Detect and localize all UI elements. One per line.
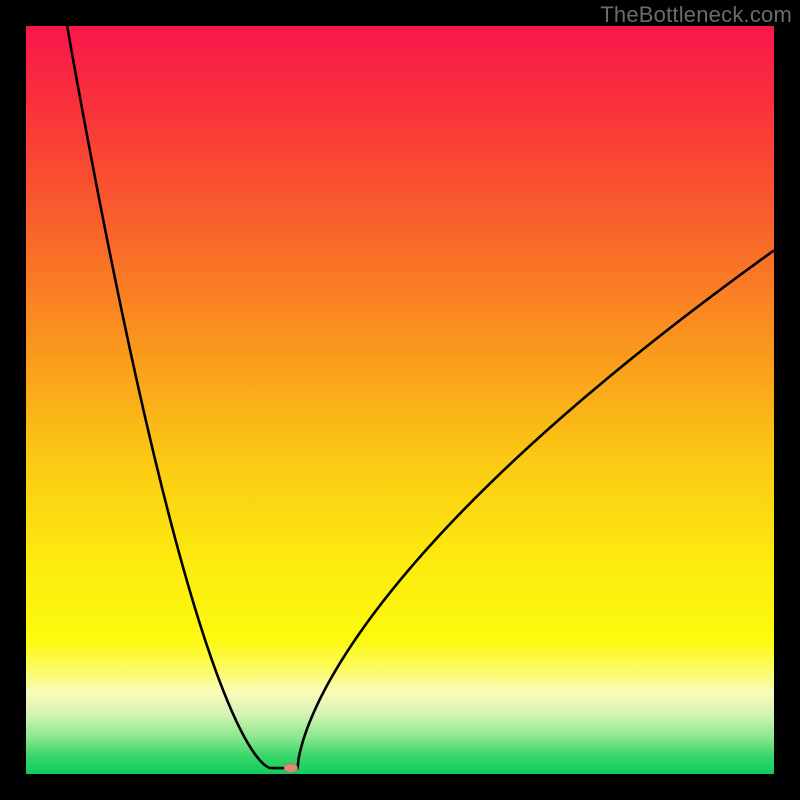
watermark-text: TheBottleneck.com (600, 2, 792, 28)
optimal-point-marker (284, 764, 297, 773)
bottleneck-chart (0, 0, 800, 800)
chart-container: TheBottleneck.com (0, 0, 800, 800)
plot-background (26, 26, 774, 774)
